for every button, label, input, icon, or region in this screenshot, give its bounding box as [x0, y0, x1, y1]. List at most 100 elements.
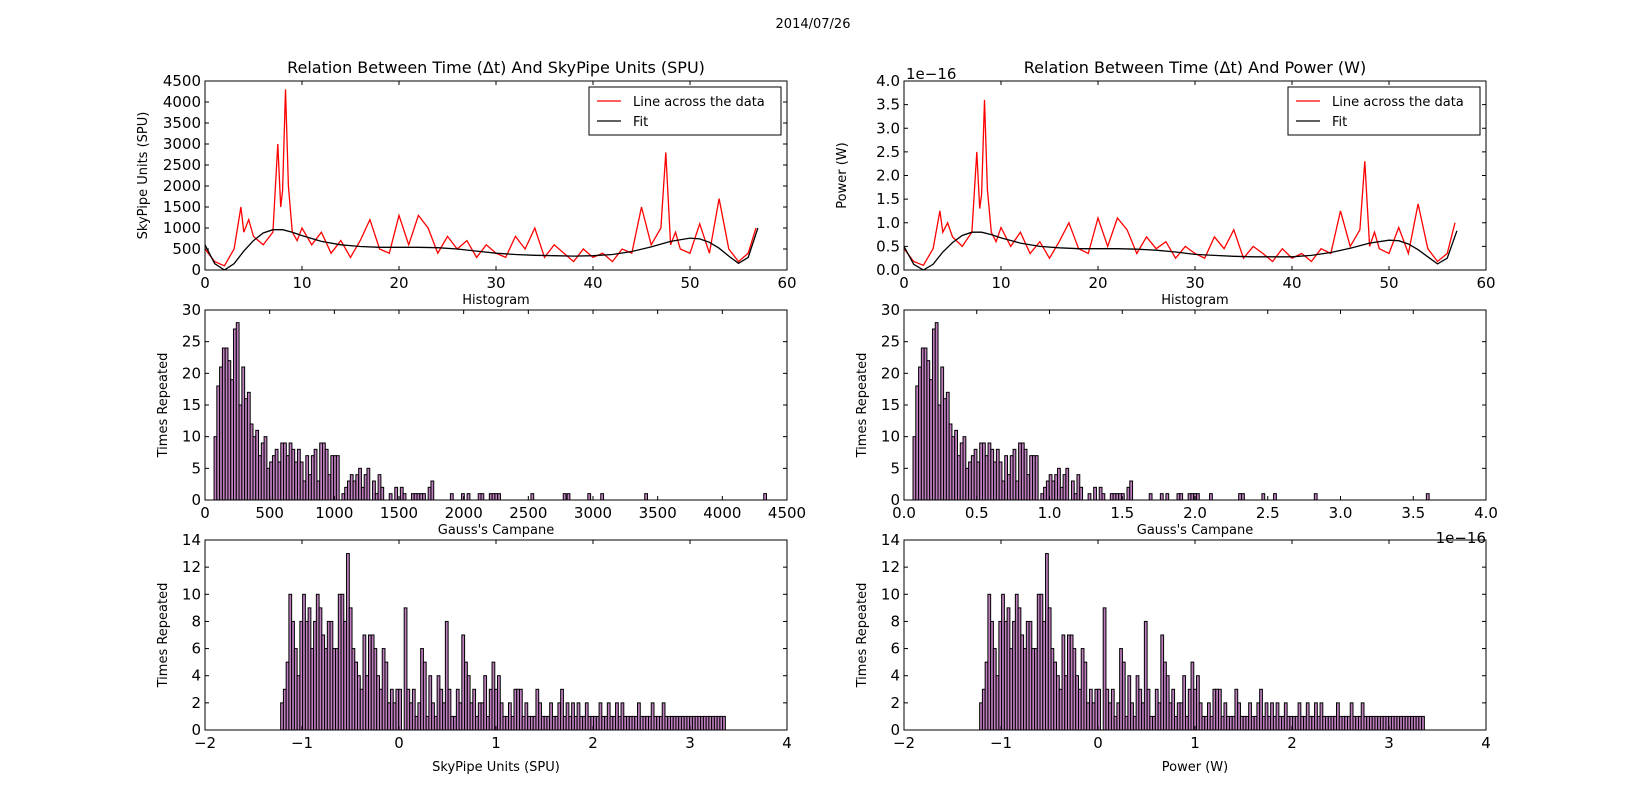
x-tick-label: 20: [389, 274, 408, 292]
x-tick-label: −2: [893, 734, 915, 752]
y-tick-label: 30: [182, 301, 201, 319]
x-tick-label: 4: [1481, 734, 1491, 752]
x-tick-label: 0: [200, 504, 210, 522]
y-tick-label: 4000: [163, 93, 201, 111]
histogram-bar: [1425, 493, 1430, 500]
subplot-spu-time: Relation Between Time (Δt) And SkyPipe U…: [136, 58, 797, 292]
histogram-bar: [587, 493, 592, 500]
chart-title: Gauss's Campane: [438, 523, 554, 538]
y-tick-label: 8: [890, 612, 900, 630]
x-tick-label: 0: [899, 274, 909, 292]
histogram-bar: [394, 486, 399, 500]
series-line-fit: [904, 230, 1458, 270]
chart-title: Histogram: [1161, 293, 1228, 308]
histogram-bar: [1121, 661, 1126, 730]
histogram-bar: [566, 493, 571, 500]
x-tick-label: 0: [200, 274, 210, 292]
y-tick-label: 3.0: [876, 119, 900, 137]
histogram-bar: [422, 661, 427, 730]
y-tick-label: 10: [881, 428, 900, 446]
histogram-bar: [461, 493, 465, 500]
histogram-bar: [1421, 715, 1425, 730]
x-tick-label: 2.0: [1183, 504, 1207, 522]
histogram-bar: [1273, 493, 1277, 500]
histogram-bar: [466, 493, 471, 500]
histogram-bar: [530, 493, 535, 500]
y-tick-label: 5: [191, 459, 201, 477]
histogram-bar: [1097, 688, 1101, 730]
y-tick-label: 4.0: [876, 72, 900, 90]
y-axis-label: Times Repeated: [855, 353, 870, 459]
histogram-bar: [562, 493, 567, 500]
x-tick-label: 30: [1185, 274, 1204, 292]
histogram-bar: [430, 480, 435, 500]
plot-area: [979, 553, 1425, 730]
histogram-bar: [1065, 467, 1070, 500]
histogram-bar: [1313, 493, 1318, 500]
y-tick-label: 12: [881, 558, 900, 576]
y-axis-label: Power (W): [835, 142, 850, 208]
y-tick-label: 3000: [163, 135, 201, 153]
y-tick-label: 2: [890, 694, 900, 712]
x-tick-label: 2500: [509, 504, 547, 522]
x-tick-label: 3: [1384, 734, 1394, 752]
x-tick-label: 1.0: [1038, 504, 1062, 522]
histogram-bar: [480, 493, 485, 500]
x-tick-label: 2.5: [1256, 504, 1280, 522]
y-tick-label: 4500: [163, 72, 201, 90]
x-tick-label: 3.5: [1401, 504, 1425, 522]
x-tick-label: 3500: [639, 504, 677, 522]
histogram-bar: [335, 455, 340, 500]
histogram-bar: [1209, 493, 1213, 500]
y-tick-label: 4: [191, 667, 201, 685]
x-tick-label: 0: [394, 734, 404, 752]
chart-title: Relation Between Time (Δt) And Power (W): [1024, 58, 1366, 77]
x-tick-label: 20: [1088, 274, 1107, 292]
y-tick-label: 10: [182, 585, 201, 603]
histogram-bar: [402, 493, 407, 500]
x-tick-label: 10: [292, 274, 311, 292]
y-axis-label: Times Repeated: [156, 583, 171, 689]
x-tick-label: 500: [255, 504, 284, 522]
histogram-bar: [483, 675, 488, 730]
y-axis-label: SkyPipe Units (SPU): [136, 112, 151, 240]
x-tick-label: 50: [680, 274, 699, 292]
y-tick-label: 25: [881, 333, 900, 351]
y-tick-label: 15: [881, 396, 900, 414]
x-tick-label: 4: [782, 734, 792, 752]
x-tick-label: 2000: [445, 504, 483, 522]
histogram-bar: [366, 467, 371, 500]
x-tick-label: 0.0: [892, 504, 916, 522]
subplot-power-gauss: Gauss's Campane−2 −1 0 1 2 3 402468101214Times…: [855, 523, 1491, 775]
y-tick-label: 20: [881, 364, 900, 382]
x-tick-label: 3000: [574, 504, 612, 522]
plot-area: [213, 322, 767, 500]
histogram-bar: [1129, 480, 1134, 500]
y-tick-label: 1000: [163, 219, 201, 237]
y-tick-label: 20: [182, 364, 201, 382]
y-tick-label: 8: [191, 612, 201, 630]
y-tick-label: 2: [191, 694, 201, 712]
x-tick-label: 60: [777, 274, 796, 292]
legend-entry: Line across the data: [633, 95, 765, 110]
x-axis-label: Power (W): [1162, 760, 1228, 775]
legend-box: [588, 86, 782, 136]
histogram-bar: [1120, 493, 1125, 500]
subplot-power-time: Relation Between Time (Δt) And Power (W)…: [835, 58, 1496, 292]
y-tick-label: 0: [191, 261, 201, 279]
y-tick-label: 4: [890, 667, 900, 685]
y-tick-label: 1.0: [876, 214, 900, 232]
histogram-bar: [1034, 455, 1039, 500]
x-tick-label: 1: [491, 734, 501, 752]
y-tick-label: 3500: [163, 114, 201, 132]
y-tick-label: 2.0: [876, 167, 900, 185]
y-tick-label: 500: [172, 240, 201, 258]
x-tick-label: −1: [990, 734, 1012, 752]
x-tick-label: 1500: [380, 504, 418, 522]
histogram-bar: [1241, 493, 1245, 500]
x-tick-label: 3: [685, 734, 695, 752]
x-tick-label: 0.5: [965, 504, 989, 522]
subplot-power-hist: Histogram 0.0 0.5 1.0 1.5 2.0 2.5 3.0 3.5 4.0 0 5 10…: [855, 293, 1498, 547]
histogram-bar: [1087, 493, 1092, 500]
y-tick-label: 1500: [163, 198, 201, 216]
